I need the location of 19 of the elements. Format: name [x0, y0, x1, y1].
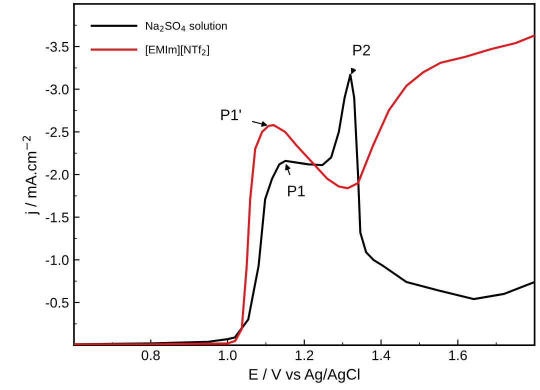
annotation: P1'	[221, 110, 241, 120]
legend-label: Na$_{2}$SO$_{4}$ solution	[146, 22, 227, 32]
y-axis-title: j / mA.cm$^{−2}$	[22, 136, 40, 215]
x-tick-label: 0.8	[142, 350, 160, 360]
y-tick-label: -1.0	[46, 255, 69, 266]
x-axis-title: E / V vs Ag/AgCl	[250, 368, 360, 383]
x-tick-label: 1.2	[296, 350, 314, 360]
legend-label: [EMIm][NTf$_{2}$]	[146, 45, 209, 56]
x-tick-label: 1.4	[372, 350, 390, 360]
annotation: P2	[353, 44, 370, 56]
y-tick-label: -1.5	[46, 212, 69, 222]
y-tick-label: -3.5	[46, 42, 69, 52]
x-tick-label: 1.0	[218, 350, 237, 360]
annotation: P1	[288, 186, 305, 196]
y-tick-label: -0.5	[46, 298, 69, 308]
y-tick-label: -3.0	[46, 84, 69, 94]
y-tick-label: -2.5	[46, 127, 69, 138]
y-tick-label: -2.0	[46, 170, 69, 180]
x-tick-label: 1.6	[449, 350, 467, 360]
